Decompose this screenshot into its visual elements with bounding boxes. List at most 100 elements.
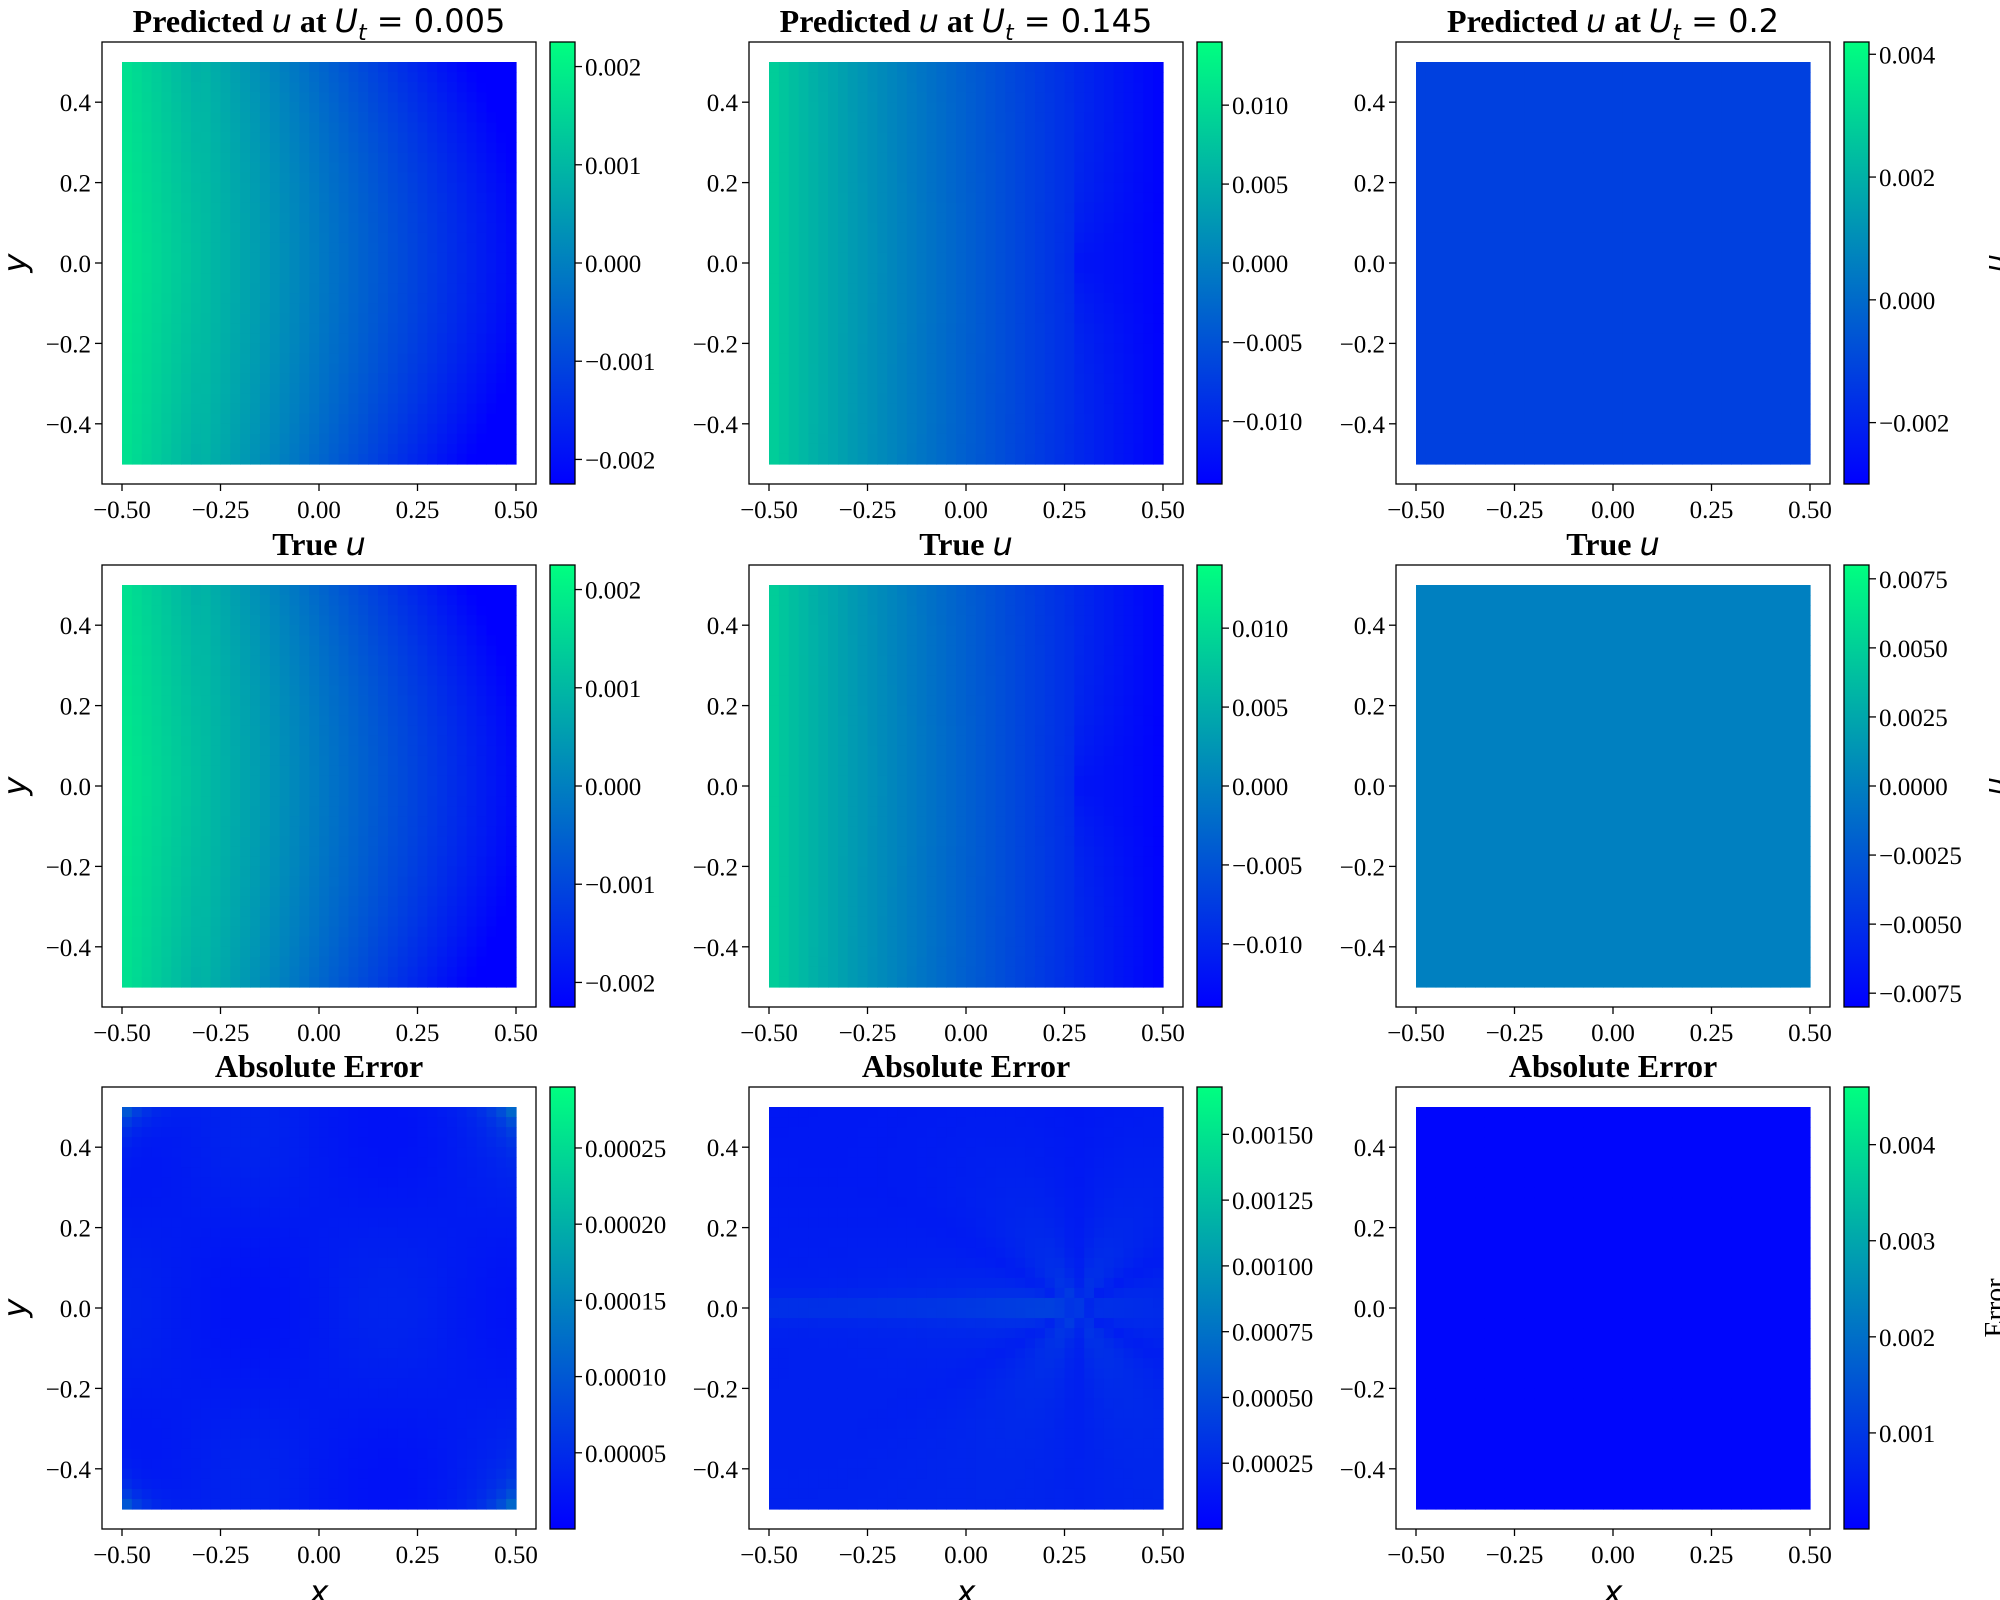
heatmap-cell — [1652, 343, 1663, 355]
heatmap-cell — [122, 866, 133, 878]
heatmap-cell — [1123, 62, 1135, 73]
heatmap-cell — [122, 363, 133, 375]
heatmap-cell — [289, 363, 300, 375]
heatmap-cell — [1750, 443, 1762, 455]
heatmap-cell — [877, 122, 888, 133]
heatmap-cell — [837, 413, 849, 425]
heatmap-cell — [1652, 142, 1663, 154]
heatmap-cell — [808, 152, 819, 164]
heatmap-cell — [1455, 132, 1466, 143]
heatmap-cell — [486, 212, 497, 224]
heatmap-cell — [269, 413, 281, 425]
heatmap-cell — [1484, 293, 1496, 304]
heatmap-cell — [1103, 152, 1115, 164]
heatmap-cell — [778, 393, 790, 405]
heatmap-cell — [387, 363, 399, 375]
heatmap-cell — [1025, 423, 1036, 435]
heatmap-cell — [161, 293, 172, 304]
heatmap-cell — [1613, 453, 1624, 465]
heatmap-cell — [427, 62, 438, 73]
heatmap-cell — [210, 363, 222, 375]
heatmap-cell — [476, 453, 488, 465]
heatmap-cell — [778, 283, 790, 294]
heatmap-cell — [309, 152, 320, 164]
heatmap-cell — [956, 132, 967, 143]
heatmap-cell — [210, 62, 222, 73]
heatmap-cell — [1084, 423, 1095, 435]
heatmap-cell — [887, 142, 898, 154]
heatmap-cell — [1672, 433, 1683, 445]
heatmap-cell — [407, 333, 419, 344]
heatmap-cell — [447, 273, 458, 284]
heatmap-cell — [1770, 112, 1782, 123]
heatmap-cell — [1573, 252, 1585, 264]
heatmap-cell — [437, 303, 448, 314]
heatmap-cell — [1455, 172, 1466, 184]
heatmap-cell — [181, 62, 192, 73]
heatmap-cell — [190, 303, 202, 314]
heatmap-cell — [131, 916, 143, 928]
heatmap-cell — [1084, 172, 1095, 184]
heatmap-cell — [1622, 242, 1634, 254]
heatmap-cell — [407, 132, 419, 143]
heatmap-cell — [358, 182, 369, 194]
heatmap-cell — [122, 745, 133, 757]
heatmap-cell — [877, 62, 888, 73]
heatmap-cell — [122, 856, 133, 867]
heatmap-cell — [1034, 383, 1046, 395]
heatmap-cell — [1780, 453, 1791, 465]
heatmap-cell — [1731, 323, 1742, 334]
heatmap-cell — [427, 373, 438, 385]
heatmap-cell — [387, 273, 399, 284]
heatmap-cell — [956, 122, 967, 133]
heatmap-cell — [1780, 383, 1791, 395]
heatmap-cell — [476, 132, 488, 143]
heatmap-cell — [985, 363, 997, 375]
heatmap-cell — [1143, 333, 1154, 344]
heatmap-cell — [1800, 283, 1811, 294]
heatmap-cell — [1044, 212, 1056, 224]
heatmap-cell — [788, 393, 800, 405]
heatmap-cell — [1701, 383, 1713, 395]
heatmap-cell — [427, 142, 438, 154]
heatmap-cell — [1750, 122, 1762, 133]
heatmap-cell — [798, 72, 809, 83]
heatmap-cell — [1044, 162, 1056, 174]
heatmap-cell — [1494, 263, 1506, 274]
heatmap-cell — [1534, 433, 1545, 445]
heatmap-cell — [1632, 182, 1644, 194]
heatmap-cell — [456, 453, 468, 465]
heatmap-cell — [877, 263, 888, 274]
heatmap-cell — [808, 403, 819, 415]
heatmap-cell — [828, 443, 839, 455]
heatmap-cell — [1701, 232, 1713, 244]
heatmap-cell — [1672, 142, 1683, 154]
heatmap-cell — [476, 172, 488, 184]
heatmap-cell — [328, 313, 340, 324]
heatmap-cell — [230, 102, 241, 113]
heatmap-cell — [496, 303, 507, 314]
heatmap-cell — [1780, 212, 1791, 224]
heatmap-cell — [1005, 353, 1016, 365]
heatmap-cell — [897, 403, 908, 415]
heatmap-cell — [956, 303, 967, 314]
heatmap-cell — [1701, 423, 1713, 435]
heatmap-cell — [995, 403, 1006, 415]
heatmap-cell — [1583, 132, 1594, 143]
heatmap-cell — [1553, 393, 1565, 405]
heatmap-cell — [358, 423, 369, 435]
heatmap-cell — [397, 323, 409, 334]
heatmap-cell — [1514, 162, 1525, 174]
heatmap-cell — [778, 62, 790, 73]
heatmap-cell — [1603, 192, 1614, 204]
heatmap-cell — [200, 172, 212, 184]
heatmap-cell — [1084, 222, 1095, 234]
heatmap-cell — [456, 212, 468, 224]
heatmap-cell — [788, 333, 800, 344]
heatmap-cell — [887, 132, 898, 143]
heatmap-cell — [1741, 303, 1752, 314]
heatmap-cell — [1094, 102, 1105, 113]
heatmap-cell — [328, 403, 340, 415]
heatmap-cell — [1711, 172, 1722, 184]
heatmap-cell — [407, 222, 419, 234]
